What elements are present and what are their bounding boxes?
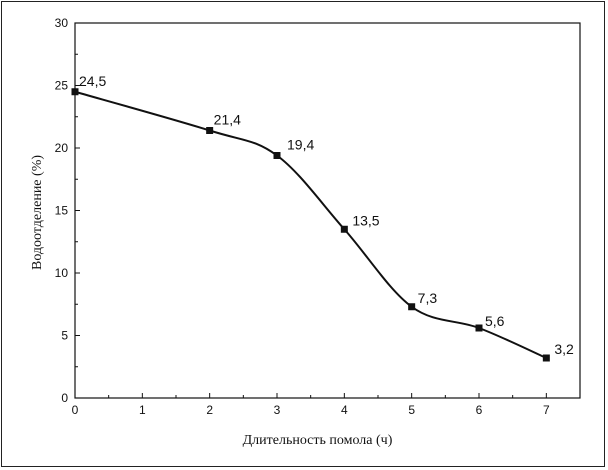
axes-layer: 0 1 2 3 4 5 6 7 0 5 10 15 20 25 30 bbox=[55, 16, 581, 417]
data-label: 21,4 bbox=[214, 112, 241, 128]
data-label: 5,6 bbox=[485, 313, 505, 329]
x-tick-label: 6 bbox=[476, 403, 483, 417]
y-tick-label: 0 bbox=[61, 391, 68, 405]
y-tick-label: 20 bbox=[55, 141, 69, 155]
series-line bbox=[74, 90, 547, 359]
data-label: 13,5 bbox=[352, 212, 379, 228]
x-tick-label: 5 bbox=[408, 403, 415, 417]
x-tick-label: 0 bbox=[72, 403, 79, 417]
data-point-marker bbox=[340, 225, 348, 233]
data-point-marker bbox=[542, 354, 550, 362]
x-tick-label: 7 bbox=[543, 403, 550, 417]
y-tick-label: 30 bbox=[55, 16, 69, 30]
y-tick-label: 5 bbox=[61, 329, 68, 343]
data-label: 3,2 bbox=[554, 341, 574, 357]
y-tick-label: 25 bbox=[55, 79, 69, 93]
x-tick-label: 2 bbox=[206, 403, 213, 417]
data-label: 7,3 bbox=[418, 290, 438, 306]
data-label: 24,5 bbox=[79, 73, 106, 89]
data-layer: 24,5 21,4 19,4 13,5 7,3 5,6 3,2 bbox=[71, 73, 574, 362]
data-point-marker bbox=[408, 303, 416, 311]
y-tick-label: 15 bbox=[55, 204, 69, 218]
data-point-marker bbox=[206, 127, 214, 134]
x-tick-label: 3 bbox=[274, 403, 281, 417]
x-axis-title: Длительность помола (ч) bbox=[243, 433, 393, 448]
data-point-marker bbox=[71, 88, 79, 96]
y-axis-title: Водоотделение (%) bbox=[30, 155, 45, 270]
x-tick-label: 1 bbox=[139, 403, 146, 417]
data-point-marker bbox=[475, 324, 483, 332]
data-label: 19,4 bbox=[287, 137, 314, 153]
x-tick-label: 4 bbox=[341, 403, 348, 417]
data-point-marker bbox=[273, 152, 281, 159]
y-tick-label: 10 bbox=[55, 266, 69, 280]
